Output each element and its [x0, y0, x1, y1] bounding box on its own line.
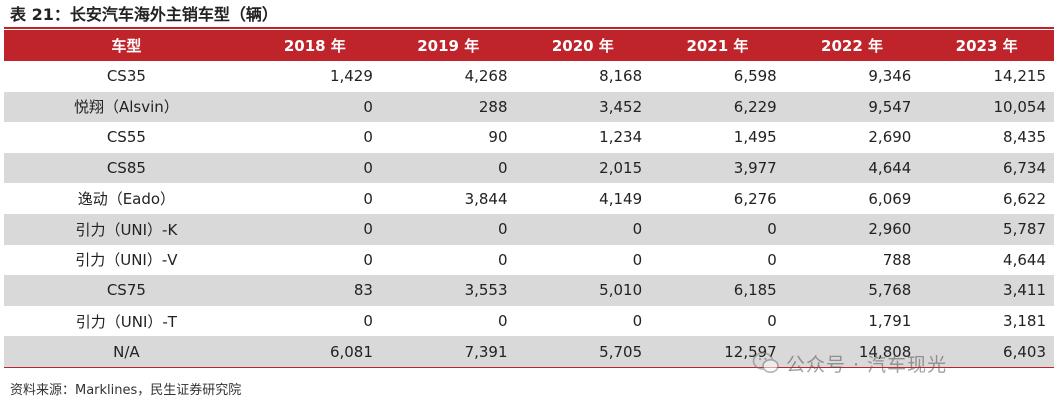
header-year: 2022 年 — [785, 30, 920, 61]
value-cell: 3,411 — [919, 275, 1054, 306]
value-cell: 6,734 — [919, 153, 1054, 184]
value-cell: 4,644 — [919, 245, 1054, 276]
value-cell: 2,690 — [785, 122, 920, 153]
value-cell: 0 — [650, 245, 785, 276]
value-cell: 5,705 — [516, 336, 651, 367]
value-cell: 3,844 — [381, 183, 516, 214]
value-cell: 0 — [516, 306, 651, 337]
value-cell: 4,268 — [381, 61, 516, 92]
value-cell: 6,276 — [650, 183, 785, 214]
value-cell: 0 — [650, 214, 785, 245]
value-cell: 0 — [249, 306, 381, 337]
value-cell: 8,435 — [919, 122, 1054, 153]
header-year: 2020 年 — [516, 30, 651, 61]
source-note: 资料来源：Marklines，民生证券研究院 — [10, 379, 241, 398]
value-cell: 0 — [249, 92, 381, 123]
value-cell: 14,215 — [919, 61, 1054, 92]
value-cell: 9,346 — [785, 61, 920, 92]
value-cell: 0 — [249, 183, 381, 214]
value-cell: 0 — [249, 153, 381, 184]
value-cell: 6,403 — [919, 336, 1054, 367]
value-cell: 0 — [381, 153, 516, 184]
header-row: 车型 2018 年 2019 年 2020 年 2021 年 2022 年 20… — [4, 30, 1054, 61]
value-cell: 12,597 — [650, 336, 785, 367]
value-cell: 5,768 — [785, 275, 920, 306]
header-year: 2018 年 — [249, 30, 381, 61]
value-cell: 14,808 — [785, 336, 920, 367]
table-row: CS85 0 0 2,015 3,977 4,644 6,734 — [4, 153, 1054, 184]
value-cell: 0 — [516, 214, 651, 245]
value-cell: 788 — [785, 245, 920, 276]
value-cell: 6,622 — [919, 183, 1054, 214]
table-row: N/A 6,081 7,391 5,705 12,597 14,808 6,403 — [4, 336, 1054, 367]
header-model: 车型 — [4, 30, 249, 61]
model-cell: 引力（UNI）-V — [4, 245, 249, 276]
value-cell: 3,553 — [381, 275, 516, 306]
header-year: 2023 年 — [919, 30, 1054, 61]
table-title: 表 21：长安汽车海外主销车型（辆） — [10, 4, 278, 26]
model-cell: CS85 — [4, 153, 249, 184]
table-row: CS55 0 90 1,234 1,495 2,690 8,435 — [4, 122, 1054, 153]
value-cell: 2,015 — [516, 153, 651, 184]
value-cell: 0 — [650, 306, 785, 337]
value-cell: 4,149 — [516, 183, 651, 214]
table-row: 引力（UNI）-V 0 0 0 0 788 4,644 — [4, 245, 1054, 276]
value-cell: 6,598 — [650, 61, 785, 92]
value-cell: 6,069 — [785, 183, 920, 214]
model-cell: 悦翔（Alsvin） — [4, 92, 249, 123]
value-cell: 0 — [381, 245, 516, 276]
value-cell: 10,054 — [919, 92, 1054, 123]
model-cell: CS75 — [4, 275, 249, 306]
value-cell: 1,495 — [650, 122, 785, 153]
value-cell: 6,081 — [249, 336, 381, 367]
value-cell: 2,960 — [785, 214, 920, 245]
header-year: 2019 年 — [381, 30, 516, 61]
table-row: 引力（UNI）-T 0 0 0 0 1,791 3,181 — [4, 306, 1054, 337]
value-cell: 0 — [381, 214, 516, 245]
table-row: CS35 1,429 4,268 8,168 6,598 9,346 14,215 — [4, 61, 1054, 92]
value-cell: 90 — [381, 122, 516, 153]
value-cell: 1,429 — [249, 61, 381, 92]
title-divider — [4, 27, 1054, 29]
value-cell: 0 — [516, 245, 651, 276]
value-cell: 9,547 — [785, 92, 920, 123]
value-cell: 8,168 — [516, 61, 651, 92]
model-cell: 引力（UNI）-T — [4, 306, 249, 337]
table-row: CS75 83 3,553 5,010 6,185 5,768 3,411 — [4, 275, 1054, 306]
value-cell: 6,229 — [650, 92, 785, 123]
model-cell: N/A — [4, 336, 249, 367]
value-cell: 0 — [249, 214, 381, 245]
value-cell: 1,234 — [516, 122, 651, 153]
table-row: 引力（UNI）-K 0 0 0 0 2,960 5,787 — [4, 214, 1054, 245]
value-cell: 3,181 — [919, 306, 1054, 337]
model-cell: CS35 — [4, 61, 249, 92]
data-table: 车型 2018 年 2019 年 2020 年 2021 年 2022 年 20… — [4, 30, 1054, 368]
table-row: 逸动（Eado） 0 3,844 4,149 6,276 6,069 6,622 — [4, 183, 1054, 214]
value-cell: 3,452 — [516, 92, 651, 123]
value-cell: 3,977 — [650, 153, 785, 184]
table-row: 悦翔（Alsvin） 0 288 3,452 6,229 9,547 10,054 — [4, 92, 1054, 123]
value-cell: 5,010 — [516, 275, 651, 306]
header-year: 2021 年 — [650, 30, 785, 61]
value-cell: 0 — [249, 122, 381, 153]
value-cell: 1,791 — [785, 306, 920, 337]
value-cell: 7,391 — [381, 336, 516, 367]
model-cell: 引力（UNI）-K — [4, 214, 249, 245]
value-cell: 4,644 — [785, 153, 920, 184]
model-cell: CS55 — [4, 122, 249, 153]
value-cell: 288 — [381, 92, 516, 123]
value-cell: 0 — [249, 245, 381, 276]
value-cell: 83 — [249, 275, 381, 306]
value-cell: 6,185 — [650, 275, 785, 306]
value-cell: 5,787 — [919, 214, 1054, 245]
value-cell: 0 — [381, 306, 516, 337]
model-cell: 逸动（Eado） — [4, 183, 249, 214]
